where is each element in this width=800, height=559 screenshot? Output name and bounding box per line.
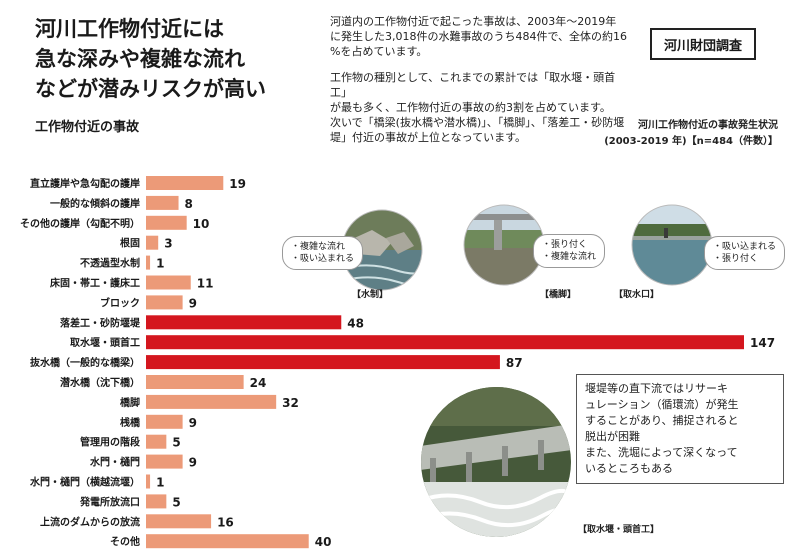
category-label: 根固 [120, 237, 140, 250]
bar [146, 355, 500, 370]
category-label: 管理用の階段 [80, 436, 140, 449]
value-label: 19 [229, 177, 246, 191]
bar [146, 534, 309, 549]
bar [146, 514, 212, 529]
recirculation-note: 堰堤等の直下流ではリサーキ ュレーション（循環流）が発生 することがあり、捕捉さ… [576, 374, 784, 484]
description-line: が最も多く、工作物付近の事故の約3割を占めています。 [330, 101, 611, 114]
category-label: 床固・帯工・護床工 [50, 277, 140, 290]
photo-bubble-groyne: ・複雑な流れ ・吸い込まれる [282, 236, 364, 270]
bar [146, 255, 151, 270]
value-label: 16 [217, 515, 234, 529]
caption-line: (2003-2019 年)【n=484（件数）】 [604, 136, 778, 147]
category-label: ブロック [100, 296, 140, 309]
photo-bubble-bridge-pier: ・張り付く ・複雑な流れ [533, 234, 606, 268]
value-label: 10 [193, 217, 210, 231]
bar [146, 275, 191, 290]
value-label: 1 [156, 257, 164, 271]
bar [146, 394, 277, 409]
bubble-line: ・複雑な流れ [291, 242, 346, 252]
bar [146, 295, 183, 310]
description-line: 堤」付近の事故が上位となっています。 [330, 131, 527, 144]
caption-line: 河川工作物付近の事故発生状況 [638, 120, 778, 131]
value-label: 9 [189, 296, 197, 310]
category-label: 橋脚 [120, 396, 140, 409]
note-line: 堰堤等の直下流ではリサーキ [585, 382, 728, 395]
photo-bubble-intake: ・吸い込まれる ・張り付く [704, 236, 786, 270]
value-label: 147 [750, 336, 775, 350]
bar [146, 235, 159, 250]
weir-photo [421, 387, 571, 537]
note-line: ュレーション（循環流）が発生 [585, 398, 739, 411]
value-label: 48 [347, 316, 364, 330]
bubble-line: ・張り付く [713, 254, 759, 264]
value-label: 9 [189, 416, 197, 430]
chart-caption: 河川工作物付近の事故発生状況 (2003-2019 年)【n=484（件数）】 [604, 118, 778, 150]
category-label: その他の護岸（勾配不明） [20, 217, 140, 230]
description-line: 次いで「橋梁(抜水橋や潜水橋)」、「橋脚」、「落差工・砂防堰 [330, 116, 625, 129]
photo-label-intake: 【取水口】 [614, 290, 660, 300]
bar [146, 195, 179, 210]
headline: 河川工作物付近には 急な深みや複雑な流れ などが潜みリスクが高い [35, 14, 325, 104]
value-label: 5 [172, 495, 180, 509]
value-label: 8 [185, 197, 193, 211]
bar [146, 454, 183, 469]
description-line: 河道内の工作物付近で起こった事故は、2003年～2019年 [330, 15, 617, 28]
category-label: 潜水橋（沈下橋） [60, 376, 140, 389]
bridge-pier-photo [464, 205, 544, 285]
value-label: 3 [164, 237, 172, 251]
headline-line: 急な深みや複雑な流れ [35, 47, 245, 71]
value-label: 11 [197, 277, 214, 291]
bubble-line: ・吸い込まれる [713, 242, 777, 252]
note-line: いるところもある [585, 462, 673, 475]
category-label: 落差工・砂防堰堤 [60, 316, 141, 329]
bar [146, 434, 167, 449]
value-label: 1 [156, 476, 164, 490]
photo-label-weir: 【取水堰・頭首工】 [578, 525, 660, 535]
bar [146, 315, 342, 330]
value-label: 5 [172, 436, 180, 450]
value-label: 9 [189, 456, 197, 470]
category-label: 取水堰・頭首工 [70, 336, 140, 349]
bar [146, 414, 183, 429]
photo-label-bridge-pier: 【橋脚】 [540, 290, 577, 300]
headline-line: 河川工作物付近には [35, 17, 224, 41]
description-paragraph-2: 工作物の種別として、これまでの累計では「取水堰・頭首工」 が最も多く、工作物付近… [330, 70, 630, 145]
category-label: 一般的な傾斜の護岸 [50, 197, 140, 210]
bubble-line: ・張り付く [542, 240, 588, 250]
bubble-line: ・吸い込まれる [291, 254, 355, 264]
category-label: 桟橋 [120, 416, 141, 429]
bar [146, 494, 167, 509]
bar [146, 215, 187, 230]
category-label: 不透過型水制 [80, 257, 140, 270]
category-label: 上流のダムからの放流 [40, 515, 140, 528]
category-label: 抜水橋（一般的な橋梁） [30, 356, 140, 369]
description-line: %を占めています。 [330, 45, 428, 58]
note-line: 脱出が困難 [585, 430, 640, 443]
description-line: に発生した3,018件の水難事故のうち484件で、全体の約16 [330, 30, 628, 43]
category-label: その他 [110, 535, 140, 548]
bar [146, 176, 224, 190]
note-line: することがあり、捕捉されると [585, 414, 739, 427]
bar [146, 375, 244, 389]
value-label: 32 [282, 396, 299, 410]
bubble-line: ・複雑な流れ [542, 252, 597, 262]
value-label: 40 [315, 535, 332, 549]
value-label: 87 [506, 356, 523, 370]
bar [146, 335, 744, 350]
category-label: 直立護岸や急勾配の護岸 [30, 177, 140, 190]
note-line: また、洗堀によって深くなって [585, 446, 738, 459]
photo-label-groyne: 【水制】 [352, 290, 389, 300]
category-label: 水門・樋門（横越流堰） [29, 476, 140, 489]
headline-line: などが潜みリスクが高い [35, 77, 266, 101]
source-badge: 河川財団調査 [650, 28, 756, 60]
value-label: 24 [250, 376, 267, 390]
description-line: 工作物の種別として、これまでの累計では「取水堰・頭首工」 [330, 71, 616, 99]
description-paragraph-1: 河道内の工作物付近で起こった事故は、2003年～2019年 に発生した3,018… [330, 14, 630, 59]
bar [146, 474, 151, 489]
chart-subtitle: 工作物付近の事故 [35, 120, 140, 135]
category-label: 水門・樋門 [89, 456, 140, 469]
category-label: 発電所放流口 [79, 495, 140, 508]
